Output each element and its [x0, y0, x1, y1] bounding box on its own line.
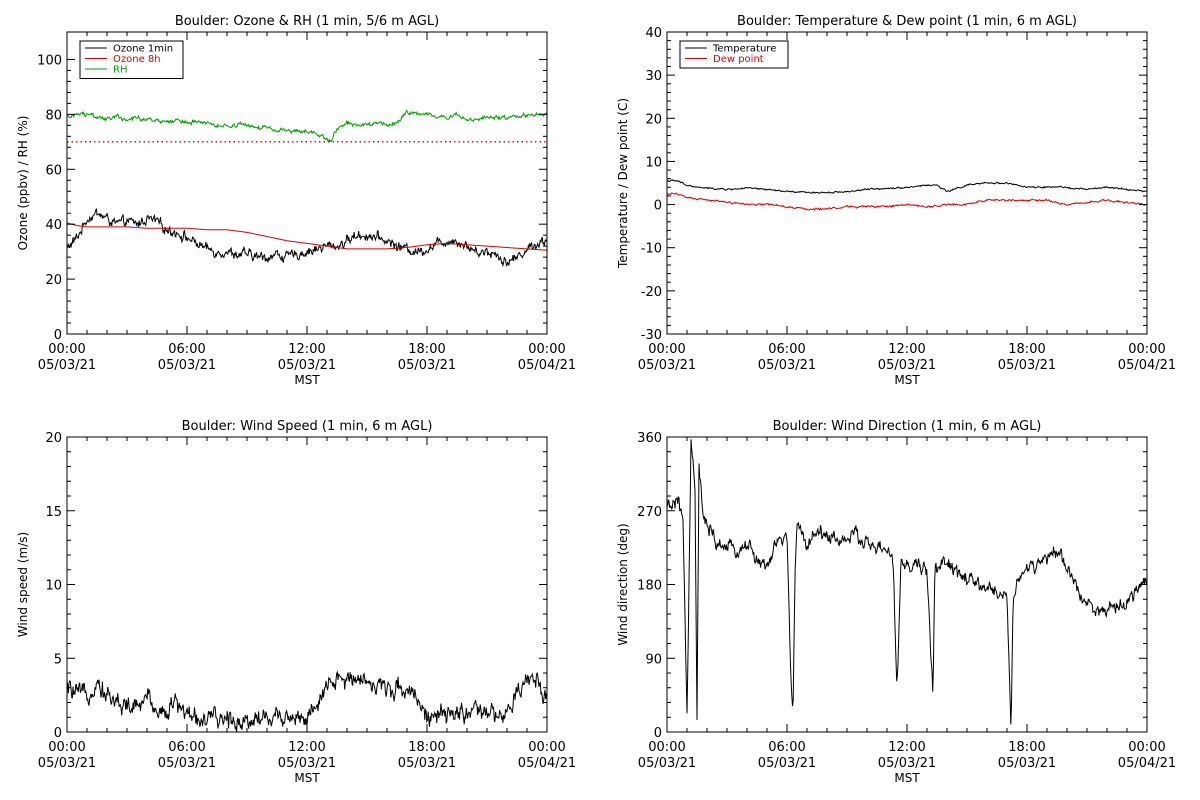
y-tick-label: 10 — [45, 579, 62, 594]
chart-title: Boulder: Ozone & RH (1 min, 5/6 m AGL) — [175, 14, 439, 29]
y-tick-label: 5 — [54, 652, 62, 667]
y-tick-label: 20 — [645, 112, 662, 127]
x-tick-label-time: 18:00 — [408, 342, 445, 357]
series-line — [67, 222, 547, 251]
y-tick-label: -10 — [641, 242, 662, 257]
x-tick-label-time: 12:00 — [888, 740, 925, 755]
x-tick-label-time: 00:00 — [648, 342, 685, 357]
x-tick-label-date: 05/03/21 — [638, 756, 696, 771]
y-tick-label: 60 — [45, 163, 62, 178]
y-tick-label: 80 — [45, 108, 62, 123]
x-tick-label-date: 05/03/21 — [998, 756, 1056, 771]
x-tick-label-date: 05/04/21 — [1118, 358, 1176, 373]
series-line — [667, 179, 1147, 194]
x-axis-label: MST — [294, 373, 320, 387]
y-tick-label: 30 — [645, 69, 662, 84]
legend-label: RH — [113, 65, 127, 76]
x-tick-label-time: 00:00 — [48, 342, 85, 357]
y-axis-label: Ozone (ppbv) / RH (%) — [16, 116, 30, 251]
x-tick-label-date: 05/03/21 — [758, 756, 816, 771]
x-tick-label-date: 05/03/21 — [878, 756, 936, 771]
y-tick-label: 100 — [37, 53, 62, 68]
x-tick-label-date: 05/04/21 — [518, 358, 576, 373]
x-tick-label-time: 00:00 — [48, 740, 85, 755]
x-tick-label-date: 05/03/21 — [998, 358, 1056, 373]
x-tick-label-date: 05/03/21 — [398, 358, 456, 373]
y-tick-label: -20 — [641, 285, 662, 300]
y-tick-label: 180 — [637, 579, 662, 594]
x-tick-label-time: 12:00 — [888, 342, 925, 357]
x-tick-label-date: 05/03/21 — [38, 756, 96, 771]
x-axis-label: MST — [894, 373, 920, 387]
chart-panel: Boulder: Wind Speed (1 min, 6 m AGL) 0 5 10… — [16, 419, 576, 785]
y-tick-label: 360 — [637, 431, 662, 446]
x-axis-label: MST — [894, 771, 920, 785]
y-tick-label: 20 — [45, 431, 62, 446]
x-tick-label-time: 00:00 — [648, 740, 685, 755]
y-tick-label: 0 — [654, 726, 662, 741]
y-tick-label: 90 — [645, 652, 662, 667]
legend-label: Dew point — [713, 54, 764, 65]
y-tick-label: 0 — [54, 726, 62, 741]
y-tick-label: 20 — [45, 273, 62, 288]
legend-box — [679, 40, 789, 69]
x-tick-label-date: 05/03/21 — [158, 756, 216, 771]
y-tick-label: 0 — [654, 199, 662, 214]
x-tick-label-time: 12:00 — [288, 740, 325, 755]
y-tick-label: 270 — [637, 505, 662, 520]
legend-label: Ozone 8h — [113, 54, 161, 65]
legend-box — [79, 40, 184, 79]
y-tick-label: 0 — [54, 328, 62, 343]
legend-label: Ozone 1min — [113, 44, 173, 55]
y-tick-label: 15 — [45, 505, 62, 520]
series-line — [67, 109, 547, 143]
x-tick-label-date: 05/04/21 — [518, 756, 576, 771]
chart-title: Boulder: Wind Speed (1 min, 6 m AGL) — [182, 419, 433, 434]
chart-title: Boulder: Temperature & Dew point (1 min,… — [737, 14, 1077, 29]
series-line — [67, 208, 547, 268]
chart-title: Boulder: Wind Direction (1 min, 6 m AGL) — [773, 419, 1042, 434]
x-tick-label-time: 00:00 — [528, 740, 565, 755]
x-tick-label-date: 05/03/21 — [158, 358, 216, 373]
x-tick-label-date: 05/03/21 — [638, 358, 696, 373]
x-tick-label-time: 18:00 — [1008, 740, 1045, 755]
x-tick-label-time: 12:00 — [288, 342, 325, 357]
series-line — [67, 670, 547, 732]
y-axis-label: Temperature / Dew point (C) — [616, 98, 630, 269]
chart-panel: Boulder: Wind Direction (1 min, 6 m AGL)… — [616, 419, 1176, 785]
series-line — [667, 192, 1147, 211]
x-tick-label-date: 05/03/21 — [878, 358, 936, 373]
chart-panel: Boulder: Temperature & Dew point (1 min,… — [616, 14, 1176, 387]
x-tick-label-date: 05/03/21 — [758, 358, 816, 373]
x-axis-label: MST — [294, 771, 320, 785]
x-tick-label-time: 18:00 — [1008, 342, 1045, 357]
y-tick-label: 40 — [645, 26, 662, 41]
plot-frame — [666, 436, 1148, 733]
y-tick-label: 10 — [645, 155, 662, 170]
chart-panel: Boulder: Ozone & RH (1 min, 5/6 m AGL) 0 2… — [16, 14, 576, 387]
x-tick-label-date: 05/03/21 — [398, 756, 456, 771]
y-axis-label: Wind speed (m/s) — [16, 532, 30, 637]
x-tick-label-time: 06:00 — [168, 740, 205, 755]
x-tick-label-time: 06:00 — [768, 740, 805, 755]
x-tick-label-time: 18:00 — [408, 740, 445, 755]
y-tick-label: 40 — [45, 218, 62, 233]
x-tick-label-time: 06:00 — [168, 342, 205, 357]
series-line — [667, 439, 1147, 725]
x-tick-label-date: 05/04/21 — [1118, 756, 1176, 771]
x-tick-label-date: 05/03/21 — [278, 756, 336, 771]
plot-frame — [666, 31, 1148, 335]
x-tick-label-time: 00:00 — [1128, 740, 1165, 755]
x-tick-label-time: 00:00 — [1128, 342, 1165, 357]
plot-frame — [66, 436, 548, 733]
x-tick-label-date: 05/03/21 — [278, 358, 336, 373]
x-tick-label-date: 05/03/21 — [38, 358, 96, 373]
legend-label: Temperature — [712, 44, 776, 55]
x-tick-label-time: 00:00 — [528, 342, 565, 357]
y-axis-label: Wind direction (deg) — [616, 523, 630, 645]
x-tick-label-time: 06:00 — [768, 342, 805, 357]
y-tick-label: -30 — [641, 328, 662, 343]
